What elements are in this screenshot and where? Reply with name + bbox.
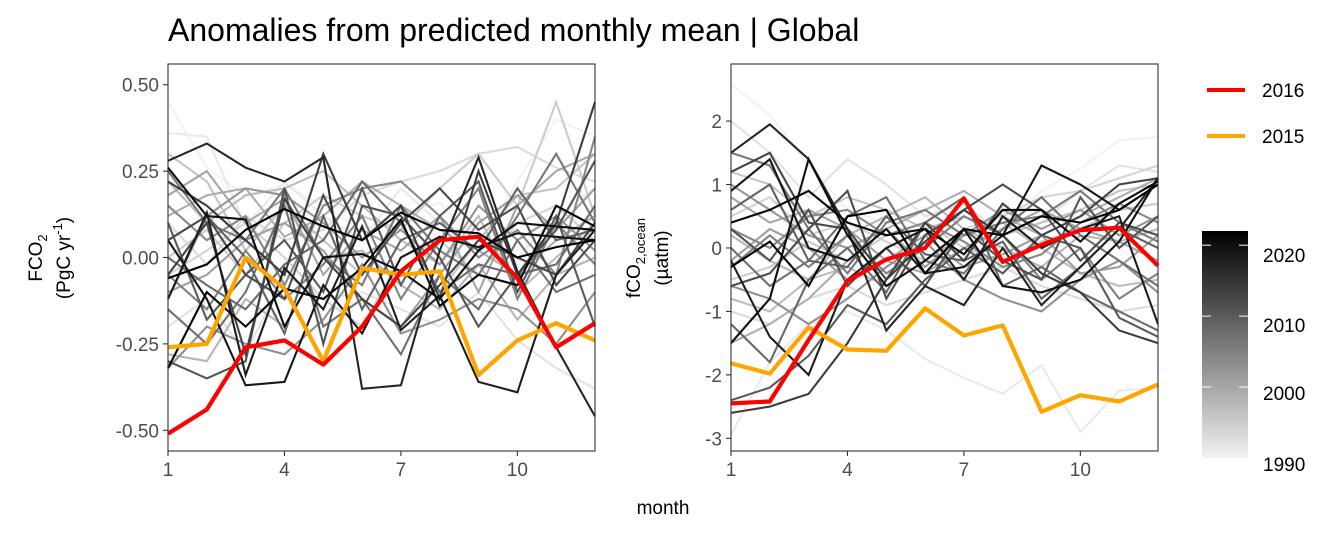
x-tick-label: 1	[726, 460, 737, 481]
series-line-1993	[167, 145, 596, 267]
panel1-ylabel: FCO2 (PgC yr-1)	[26, 217, 75, 299]
y-tick-label: -0.50	[116, 421, 159, 442]
panel1-series-lines	[166, 98, 597, 436]
series-line-2020	[730, 156, 1159, 344]
series-line-2013	[167, 196, 596, 359]
y-tick-label: -1	[705, 302, 722, 323]
series-line-2016	[730, 196, 1160, 406]
x-tick-label: 7	[396, 460, 407, 481]
panel2-ylabel-subscript: 2,ocean	[633, 218, 648, 264]
svg-text:(PgC yr-1): (PgC yr-1)	[50, 217, 75, 299]
panel-fco2-flux: 0.50 0.25 0.00 -0.25 -0.50 1 4 7 10	[116, 63, 597, 481]
y-tick-label: -3	[705, 429, 722, 450]
series-line-2004	[167, 136, 597, 288]
colorbar	[1202, 231, 1248, 458]
x-axis-title: month	[637, 498, 690, 519]
y-tick-label: 1	[711, 176, 722, 197]
panel1-ylabel-text: FCO	[26, 242, 47, 282]
series-line-1999	[167, 180, 596, 277]
colorbar-label-2000: 2000	[1263, 384, 1305, 405]
colorbar-ticks	[1202, 244, 1248, 388]
x-tick-label: 4	[842, 460, 853, 481]
series-line-2020	[167, 167, 596, 330]
series-line-2017	[167, 142, 596, 417]
series-line-2018	[730, 214, 1159, 377]
colorbar-label-2010: 2010	[1263, 316, 1305, 337]
series-line-2022	[167, 207, 596, 280]
panel1-x-ticks: 1 4 7 10	[163, 451, 528, 481]
y-tick-label: 0.00	[122, 249, 159, 270]
series-line-2015	[730, 306, 1159, 414]
x-tick-label: 10	[1070, 460, 1091, 481]
y-tick-label: 0.25	[122, 162, 159, 183]
series-line-2010	[167, 179, 596, 327]
chart-title: Anomalies from predicted monthly mean | …	[168, 12, 859, 48]
panel2-ylabel-units: (µatm)	[652, 230, 673, 285]
panel1-ylabel-close: )	[54, 217, 75, 223]
y-tick-label: 0.50	[122, 76, 159, 97]
legend-colorbar: 2020 2010 2000 1990	[1202, 231, 1305, 476]
panel-fco2-ocean: 210-1-2-3 1 4 7 10	[705, 63, 1160, 481]
series-line-2022	[730, 183, 1159, 288]
series-line-1991	[730, 310, 1159, 436]
legend-highlight: 2016 2015	[1207, 81, 1304, 148]
series-line-2007	[730, 195, 1159, 288]
series-line-2017	[730, 122, 1159, 333]
series-line-2012	[167, 186, 596, 301]
series-line-2018	[167, 209, 596, 394]
legend-label-2016: 2016	[1262, 81, 1304, 102]
series-line-2011	[730, 195, 1159, 288]
panel1-y-ticks: 0.50 0.25 0.00 -0.25 -0.50	[116, 76, 168, 442]
series-line-2005	[730, 215, 1159, 301]
x-tick-label: 10	[507, 460, 528, 481]
x-tick-label: 1	[163, 460, 174, 481]
x-tick-label: 4	[279, 460, 290, 481]
colorbar-label-1990: 1990	[1263, 455, 1305, 476]
series-line-2003	[730, 240, 1159, 326]
series-line-2007	[167, 202, 596, 357]
legend-label-2015: 2015	[1262, 127, 1304, 148]
y-tick-label: -0.25	[116, 335, 159, 356]
y-tick-label: 2	[711, 112, 722, 133]
panel1-ylabel-units: (PgC yr	[54, 234, 75, 299]
series-line-2006	[167, 151, 596, 287]
svg-text:FCO2: FCO2	[26, 234, 50, 281]
panel1-ylabel-superscript: -1	[50, 223, 65, 235]
series-line-2021	[730, 180, 1159, 256]
series-line-1998	[167, 249, 596, 363]
panel2-series-lines	[730, 83, 1160, 436]
panel2-frame	[730, 63, 1159, 452]
panel2-y-ticks: 2 1 0 -1 -2 -3	[705, 112, 731, 450]
colorbar-label-2020: 2020	[1263, 246, 1305, 267]
series-line-2019	[730, 157, 1159, 275]
series-line-2015	[167, 255, 596, 378]
panel1-ylabel-subscript: 2	[35, 234, 50, 241]
y-tick-label: 0	[711, 239, 722, 260]
svg-text:fCO2,ocean: fCO2,ocean	[624, 218, 648, 298]
x-tick-label: 7	[959, 460, 970, 481]
panel2-x-ticks: 1 4 7 10	[726, 451, 1091, 481]
series-line-2021	[167, 204, 596, 369]
series-line-2016	[166, 234, 597, 436]
panel2-ylabel-text: fCO	[624, 264, 645, 298]
y-tick-label: -2	[705, 366, 722, 387]
panel2-ylabel: fCO2,ocean (µatm)	[624, 218, 673, 298]
series-line-2009	[167, 186, 596, 337]
series-line-2008	[730, 195, 1159, 364]
